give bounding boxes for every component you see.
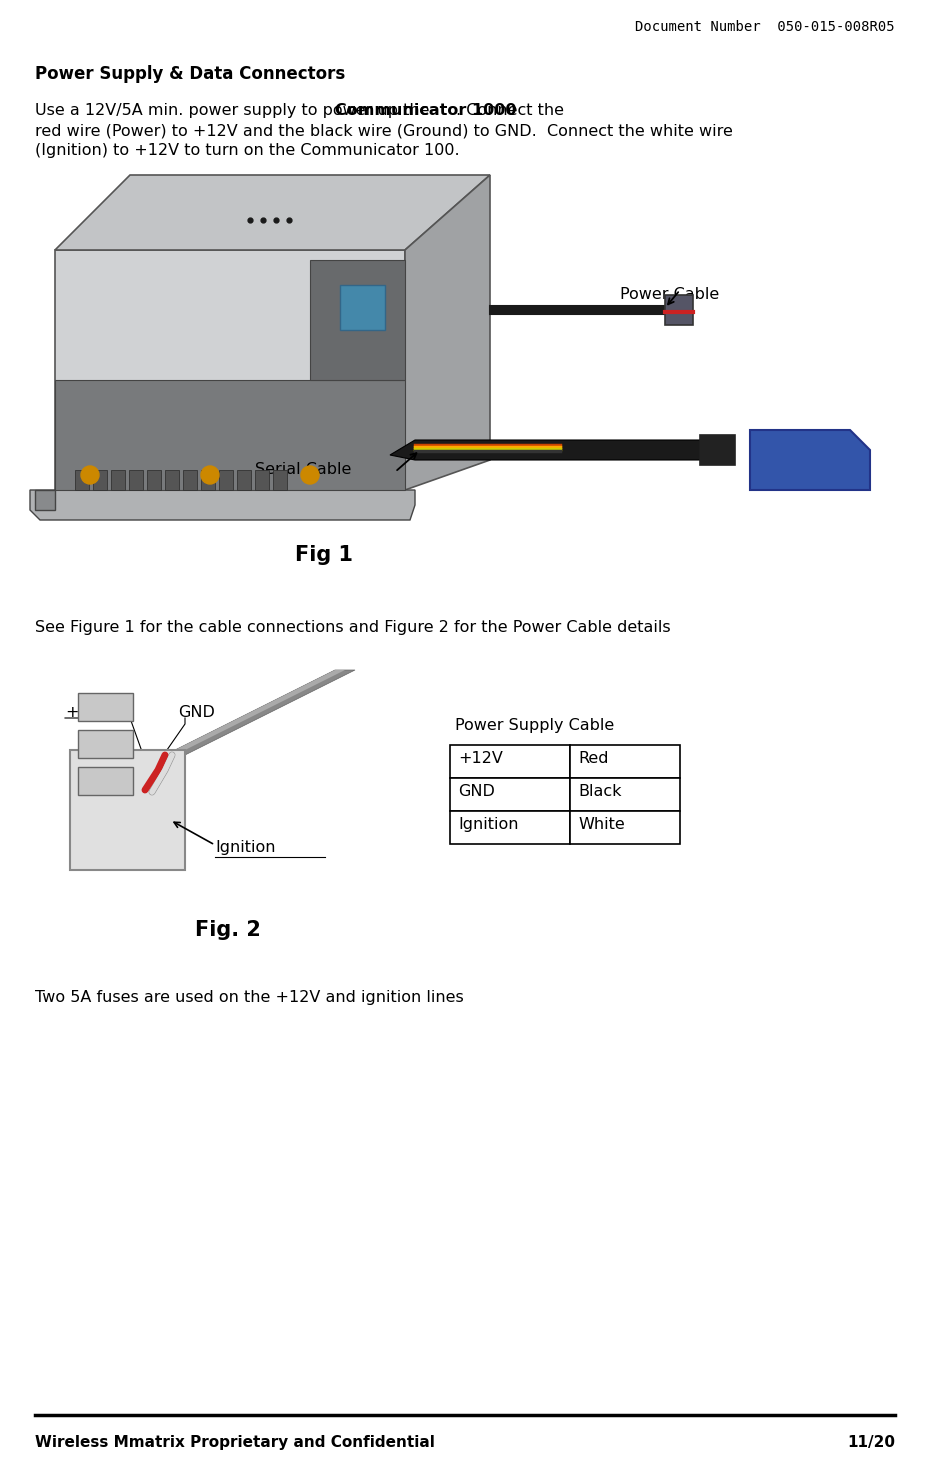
Polygon shape	[55, 175, 490, 250]
Polygon shape	[750, 430, 870, 490]
Bar	[450, 744, 570, 778]
Bar	[340, 285, 385, 330]
Bar	[147, 471, 161, 490]
Bar	[78, 693, 133, 721]
Polygon shape	[390, 440, 700, 460]
Text: . Connect the: . Connect the	[456, 103, 564, 118]
Bar	[78, 730, 133, 758]
Polygon shape	[310, 260, 405, 380]
Circle shape	[201, 466, 219, 484]
Bar	[165, 471, 179, 490]
Bar	[111, 471, 125, 490]
Text: Red: Red	[578, 752, 608, 766]
Bar	[273, 471, 287, 490]
Text: White: White	[578, 816, 625, 833]
Text: Power Cable: Power Cable	[620, 287, 719, 302]
Polygon shape	[165, 669, 345, 755]
Bar	[570, 778, 680, 811]
Text: Power Supply & Data Connectors: Power Supply & Data Connectors	[35, 65, 345, 82]
Text: Serial Cable: Serial Cable	[255, 462, 352, 477]
Text: Ignition: Ignition	[215, 840, 275, 855]
Text: Two 5A fuses are used on the +12V and ignition lines: Two 5A fuses are used on the +12V and ig…	[35, 990, 464, 1005]
Polygon shape	[165, 669, 355, 755]
Polygon shape	[405, 175, 490, 490]
Bar	[78, 766, 133, 794]
Bar	[700, 435, 735, 465]
Bar	[129, 471, 143, 490]
Bar	[570, 811, 680, 844]
Text: Black: Black	[578, 784, 621, 799]
Text: See Figure 1 for the cable connections and Figure 2 for the Power Cable details: See Figure 1 for the cable connections a…	[35, 619, 671, 635]
Bar	[201, 471, 215, 490]
Text: Wireless Mmatrix Proprietary and Confidential: Wireless Mmatrix Proprietary and Confide…	[35, 1436, 435, 1450]
Bar	[70, 750, 185, 869]
Text: red wire (Power) to +12V and the black wire (Ground) to GND.  Connect the white : red wire (Power) to +12V and the black w…	[35, 124, 733, 138]
Polygon shape	[55, 250, 405, 490]
Text: +12V: +12V	[65, 705, 110, 719]
Text: (Ignition) to +12V to turn on the Communicator 100.: (Ignition) to +12V to turn on the Commun…	[35, 143, 459, 157]
Text: Ignition: Ignition	[458, 816, 519, 833]
Bar	[450, 811, 570, 844]
Text: 11/20: 11/20	[847, 1436, 895, 1450]
Circle shape	[81, 466, 99, 484]
Text: Use a 12V/5A min. power supply to power up the: Use a 12V/5A min. power supply to power …	[35, 103, 434, 118]
Bar	[570, 744, 680, 778]
Text: GND: GND	[458, 784, 495, 799]
Polygon shape	[35, 490, 55, 510]
Text: GND: GND	[178, 705, 215, 719]
Text: Fig 1: Fig 1	[295, 544, 353, 565]
Polygon shape	[30, 490, 415, 521]
Text: Power Supply Cable: Power Supply Cable	[455, 718, 614, 733]
Bar	[93, 471, 107, 490]
Circle shape	[301, 466, 319, 484]
Text: +12V: +12V	[458, 752, 503, 766]
Polygon shape	[55, 380, 405, 490]
Text: Fig. 2: Fig. 2	[195, 919, 261, 940]
Bar	[75, 471, 89, 490]
Text: Communicator 1000: Communicator 1000	[335, 103, 516, 118]
Bar	[450, 778, 570, 811]
Bar	[183, 471, 197, 490]
Bar	[219, 471, 233, 490]
Bar	[237, 471, 251, 490]
Text: Document Number  050-015-008R05: Document Number 050-015-008R05	[635, 21, 895, 34]
Bar	[665, 296, 693, 325]
Bar	[255, 471, 269, 490]
